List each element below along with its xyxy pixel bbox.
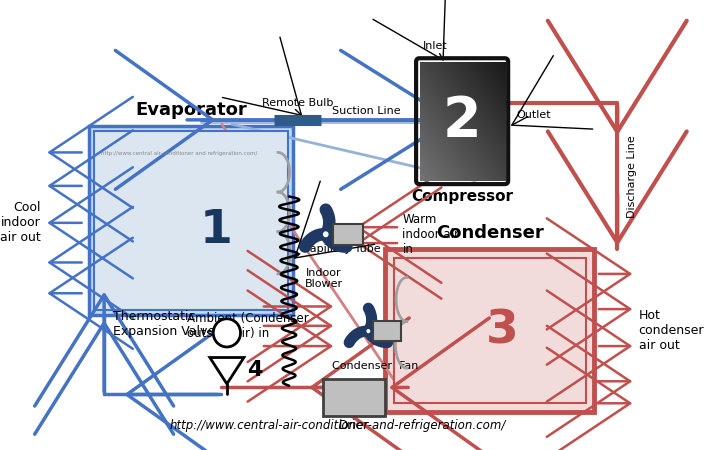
Text: Discharge Line: Discharge Line (627, 135, 638, 218)
Text: Capillary Tube: Capillary Tube (302, 244, 381, 254)
Text: Condenser: Condenser (436, 224, 543, 242)
FancyBboxPatch shape (394, 258, 586, 403)
Text: 3: 3 (486, 308, 519, 353)
FancyBboxPatch shape (94, 131, 288, 310)
Text: http://www.central air-conditioner and refrigeration.com/: http://www.central air-conditioner and r… (101, 151, 257, 156)
Circle shape (322, 230, 330, 239)
Text: Drier: Drier (339, 419, 369, 432)
Text: Hot
condenser
air out: Hot condenser air out (639, 309, 704, 352)
Text: Condenser  Fan: Condenser Fan (332, 361, 418, 371)
Text: Evaporator: Evaporator (135, 101, 247, 119)
Text: Suction Line: Suction Line (332, 106, 400, 117)
Circle shape (213, 319, 241, 347)
Text: Indoor
Blower: Indoor Blower (305, 268, 343, 289)
Text: 4: 4 (247, 360, 263, 380)
Circle shape (365, 328, 372, 335)
FancyBboxPatch shape (323, 378, 384, 416)
Text: Ambient (Condenser
outside air) in: Ambient (Condenser outside air) in (187, 312, 308, 340)
Text: Cool
indoor
air out: Cool indoor air out (0, 201, 41, 244)
Text: http://www.central-air-conditioner-and-refrigeration.com/: http://www.central-air-conditioner-and-r… (170, 419, 506, 432)
Text: Warm
indoor air
in: Warm indoor air in (403, 213, 460, 256)
FancyBboxPatch shape (89, 126, 294, 315)
Text: 1: 1 (199, 207, 232, 252)
Text: Compressor: Compressor (411, 189, 513, 204)
Text: Remote Bulb: Remote Bulb (262, 98, 333, 108)
Text: 2: 2 (443, 94, 482, 148)
FancyBboxPatch shape (332, 224, 363, 245)
FancyBboxPatch shape (374, 321, 401, 341)
FancyBboxPatch shape (385, 249, 594, 412)
Text: Thermostatic
Expansion Valve: Thermostatic Expansion Valve (113, 310, 215, 338)
Text: Inlet: Inlet (422, 41, 447, 51)
Polygon shape (210, 357, 244, 384)
Text: Outlet: Outlet (517, 110, 551, 120)
